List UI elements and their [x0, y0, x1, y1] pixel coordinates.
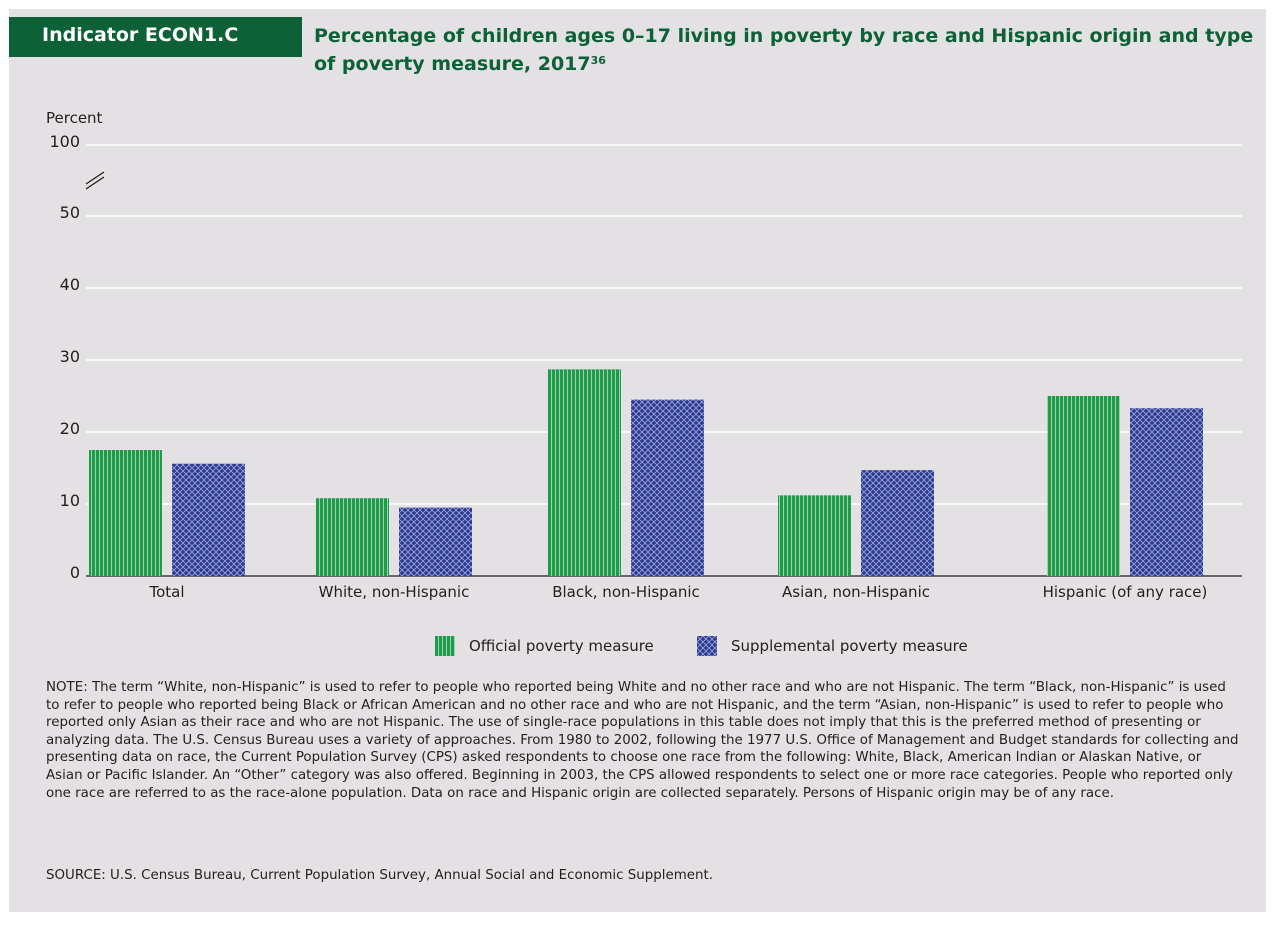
bar-supplemental: [1130, 408, 1203, 576]
legend-item-supplemental: Supplemental poverty measure: [697, 636, 968, 656]
bar-official: [316, 498, 389, 576]
bar-chart: [85, 144, 1242, 577]
legend-swatch-supplemental: [697, 636, 717, 656]
y-tick-label: 50: [59, 203, 80, 222]
bar-official: [548, 369, 621, 576]
chart-source: SOURCE: U.S. Census Bureau, Current Popu…: [46, 868, 713, 883]
y-tick-label: 0: [69, 563, 80, 582]
x-tick-label: Black, non-Hispanic: [552, 583, 700, 601]
legend-swatch-official: [435, 636, 455, 656]
y-tick-label: 100: [49, 132, 80, 151]
bar-official: [1047, 396, 1120, 576]
chart-note: NOTE: The term “White, non-Hispanic” is …: [46, 680, 1239, 801]
x-tick-label: Total: [149, 583, 185, 601]
legend-item-official: Official poverty measure: [435, 636, 654, 656]
bar-supplemental: [172, 463, 245, 576]
indicator-badge: Indicator ECON1.C: [9, 17, 302, 57]
y-tick-label: 10: [59, 491, 80, 510]
bar-supplemental: [399, 507, 472, 576]
title-footnote: 36: [590, 54, 606, 67]
legend-label-supplemental: Supplemental poverty measure: [731, 637, 968, 655]
y-tick-label: 30: [59, 347, 80, 366]
bar-supplemental: [631, 399, 704, 576]
bar-official: [778, 495, 851, 576]
bar-official: [89, 450, 162, 576]
y-tick-label: 20: [59, 419, 80, 438]
bar-supplemental: [861, 470, 934, 576]
axis-break-mark: [85, 171, 105, 190]
x-tick-label: Asian, non-Hispanic: [782, 583, 930, 601]
chart-title: Percentage of children ages 0–17 living …: [314, 22, 1254, 78]
y-tick-label: 40: [59, 275, 80, 294]
legend: Official poverty measure Supplemental po…: [0, 636, 1277, 660]
x-tick-label: White, non-Hispanic: [318, 583, 470, 601]
y-axis-label: Percent: [46, 109, 103, 127]
bars: [89, 369, 1203, 576]
chart-title-text: Percentage of children ages 0–17 living …: [314, 25, 1254, 75]
legend-label-official: Official poverty measure: [469, 637, 654, 655]
x-tick-label: Hispanic (of any race): [1042, 583, 1208, 601]
